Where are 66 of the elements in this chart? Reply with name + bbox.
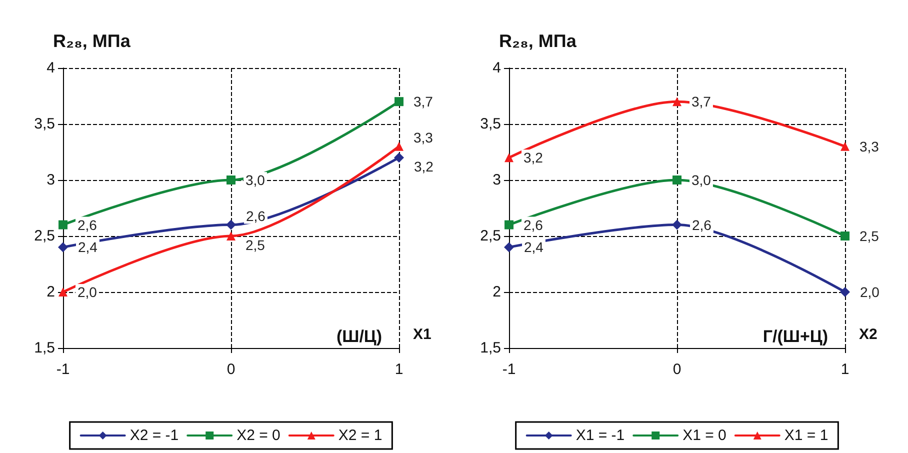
data-label: 2,6 (692, 216, 712, 233)
point (504, 220, 514, 230)
point (840, 232, 850, 240)
point (394, 97, 404, 106)
data-label: 2,5 (246, 237, 266, 253)
y-tick-label: 2 (46, 284, 55, 300)
point (394, 152, 404, 163)
legend-label: X2 = -1 (130, 427, 179, 444)
point (672, 97, 682, 106)
point (504, 153, 514, 162)
y-tick-label: 4 (46, 60, 55, 76)
data-label: 3,7 (692, 94, 712, 110)
y-tick-label: 1,5 (480, 340, 501, 356)
point (58, 242, 68, 252)
y-tick-label: 3 (46, 172, 55, 188)
y-tick-label: 2,5 (480, 228, 501, 244)
data-label: 2,0 (860, 284, 880, 300)
legend-label: X2 = 0 (236, 427, 280, 444)
x-axis-title: X1 (413, 326, 432, 343)
x-tick-label: 0 (226, 361, 236, 378)
legend-label: X2 = 1 (338, 427, 382, 444)
data-label: 2,6 (246, 208, 266, 224)
x-tick-label: -1 (502, 361, 516, 378)
y-tick-label: 3,5 (480, 116, 501, 132)
point (226, 176, 236, 184)
y-tick-label: 3 (492, 172, 501, 188)
data-label: 3,3 (414, 129, 434, 146)
point (226, 220, 236, 230)
y-axis-title: R₂₈, МПа (53, 31, 132, 51)
legend-label: X1 = 0 (682, 427, 726, 444)
data-label: 3,0 (246, 172, 266, 188)
data-label: 2,4 (524, 239, 544, 256)
data-label: 2,0 (78, 284, 98, 300)
legend-label: X1 = 1 (784, 427, 828, 444)
point (672, 176, 682, 184)
point (504, 242, 514, 252)
y-tick-label: 4 (492, 60, 501, 76)
point (226, 232, 236, 240)
x-tick-label: 1 (840, 361, 850, 378)
annotation: (Ш/Ц) (336, 327, 382, 346)
y-tick-label: 2 (492, 284, 501, 300)
x-axis-title: X2 (859, 326, 878, 343)
data-label: 3,2 (524, 150, 544, 166)
y-tick-label: 2,5 (34, 228, 55, 244)
y-tick-label: 1,5 (34, 340, 55, 356)
data-label: 2,5 (860, 228, 880, 244)
x-tick-label: 1 (394, 361, 404, 378)
data-label: 2,6 (78, 216, 98, 233)
annotation: Г/(Ш+Ц) (762, 327, 828, 346)
point (672, 220, 682, 230)
point (840, 142, 850, 151)
data-label: 2,4 (78, 239, 98, 256)
x-tick-label: -1 (56, 361, 70, 378)
point (394, 142, 404, 151)
y-tick-label: 3,5 (34, 116, 55, 132)
y-axis-title: R₂₈, МПа (499, 31, 578, 51)
x-tick-label: 0 (672, 361, 682, 378)
point (840, 287, 850, 297)
point (58, 288, 68, 296)
data-label: 3,3 (860, 138, 880, 154)
data-label: 3,2 (414, 158, 434, 175)
data-label: 3,7 (414, 94, 434, 110)
data-label: 2,6 (524, 216, 544, 233)
legend-label: X1 = -1 (576, 427, 625, 444)
point (58, 220, 68, 230)
data-label: 3,0 (692, 172, 712, 188)
